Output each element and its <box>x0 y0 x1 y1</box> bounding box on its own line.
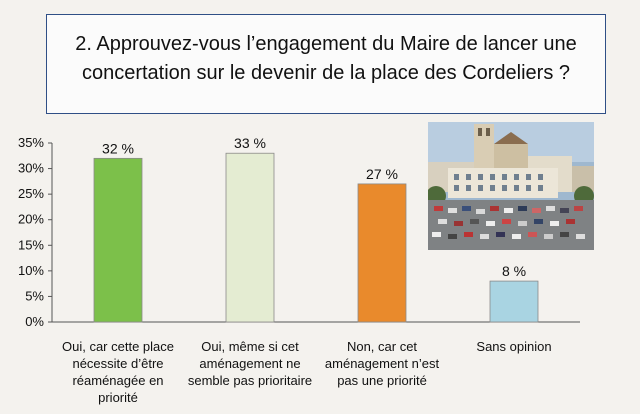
category-label: Oui, car cette place nécessite d’être ré… <box>62 339 174 405</box>
y-tick-label: 15% <box>18 237 44 252</box>
y-tick-label: 30% <box>18 161 44 176</box>
data-label: 32 % <box>102 140 134 156</box>
bar <box>93 157 143 323</box>
y-tick-label: 35% <box>18 135 44 150</box>
data-label: 33 % <box>234 135 266 151</box>
category-label: Oui, même si cet aménagement ne semble p… <box>187 339 313 388</box>
y-tick-label: 20% <box>18 212 44 227</box>
y-tick-label: 5% <box>25 288 44 303</box>
category-label: Sans opinion <box>476 339 552 354</box>
data-label: 27 % <box>366 166 398 182</box>
chart-title-box: 2. Approuvez-vous l’engagement du Maire … <box>46 14 606 114</box>
y-tick-label: 0% <box>25 314 44 329</box>
data-label: 8 % <box>502 263 526 279</box>
category-label: Non, car cet aménagement n’est pas une p… <box>324 339 440 388</box>
bar <box>357 183 407 323</box>
chart-title: 2. Approuvez-vous l’engagement du Maire … <box>75 33 577 84</box>
bar <box>225 152 275 323</box>
town-square-photo <box>428 122 594 250</box>
y-tick-label: 10% <box>18 263 44 278</box>
bar <box>489 280 539 323</box>
y-tick-label: 25% <box>18 186 44 201</box>
